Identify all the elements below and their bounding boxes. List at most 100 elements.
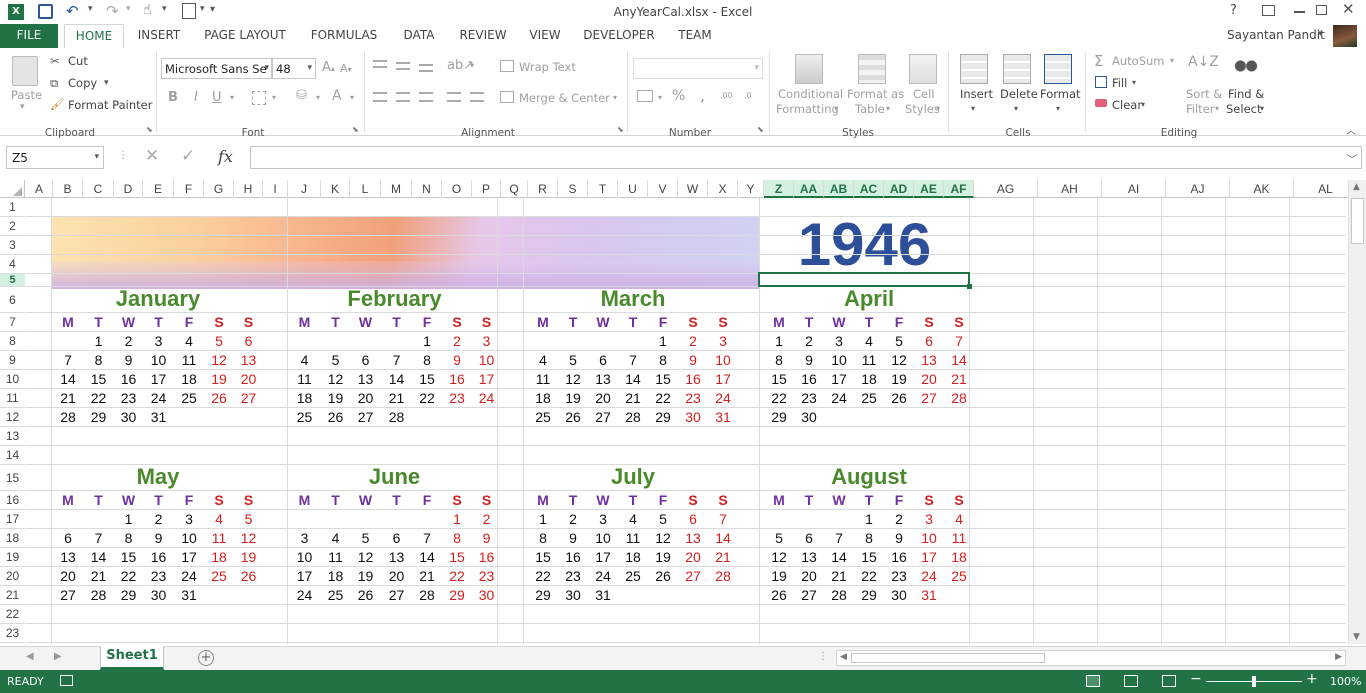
zoom-in-icon[interactable]: + [1306,671,1318,687]
day-cell[interactable]: 31 [181,587,197,603]
day-cell[interactable]: 1 [775,333,783,349]
conditional-formatting-label2[interactable]: Formatting [776,102,839,116]
row-header-7[interactable]: 7 [0,313,25,332]
ribbon-display-options-icon[interactable] [1262,5,1275,16]
day-cell[interactable]: 11 [297,371,312,387]
day-cell[interactable]: 15 [655,371,671,387]
number-launcher-icon[interactable]: ⬊ [757,125,764,134]
column-header-aj[interactable]: AJ [1166,180,1230,198]
comma-style-icon[interactable]: , [700,86,706,105]
orientation-icon[interactable]: ab↗ [447,58,475,73]
minimize-button[interactable] [1294,11,1305,13]
day-cell[interactable]: 31 [595,587,611,603]
row-header-10[interactable]: 10 [0,370,25,389]
copy-button[interactable]: Copy [68,76,98,90]
day-cell[interactable]: 13 [595,371,611,387]
day-cell[interactable]: 5 [215,333,223,349]
merge-dropdown-icon[interactable]: ▾ [613,93,618,102]
select-all-button[interactable] [0,180,25,198]
align-right-icon[interactable] [419,92,433,102]
tab-file[interactable]: FILE [0,24,58,48]
column-header-p[interactable]: P [472,180,501,198]
day-cell[interactable]: 12 [327,371,344,387]
day-cell[interactable]: 10 [831,352,847,368]
column-header-ai[interactable]: AI [1102,180,1166,198]
underline-button[interactable]: U [212,90,222,105]
day-cell[interactable]: 4 [331,530,340,546]
day-cell[interactable]: 16 [150,549,167,565]
column-header-g[interactable]: G [204,180,234,198]
day-cell[interactable]: 7 [955,333,963,349]
day-cell[interactable]: 19 [211,371,227,387]
day-cell[interactable]: 20 [685,549,701,565]
day-cell[interactable]: 6 [689,511,697,527]
day-cell[interactable]: 25 [625,568,641,584]
day-cell[interactable]: 13 [685,530,701,546]
column-header-s[interactable]: S [558,180,588,198]
day-cell[interactable]: 9 [453,352,461,368]
day-cell[interactable]: 11 [328,549,343,565]
day-cell[interactable]: 28 [60,409,76,425]
day-cell[interactable]: 20 [357,390,374,406]
insert-function-button[interactable]: fx [218,147,233,166]
borders-dropdown-icon[interactable]: ▾ [272,93,277,102]
day-cell[interactable]: 21 [388,390,405,406]
day-cell[interactable]: 5 [659,511,667,527]
day-cell[interactable]: 1 [659,333,667,349]
day-cell[interactable]: 30 [801,409,817,425]
day-cell[interactable]: 23 [685,390,701,406]
scroll-up-icon[interactable]: ▲ [1353,182,1360,192]
day-cell[interactable]: 3 [599,511,607,527]
font-name-dropdown-icon[interactable]: ▾ [264,63,269,73]
row-header-17[interactable]: 17 [0,510,25,529]
day-cell[interactable]: 22 [861,568,877,584]
day-cell[interactable]: 10 [181,530,197,546]
day-cell[interactable]: 26 [327,409,344,425]
cut-button[interactable]: Cut [68,54,88,68]
day-cell[interactable]: 9 [805,352,813,368]
day-cell[interactable]: 2 [154,511,163,527]
day-cell[interactable]: 16 [478,549,495,565]
redo-icon[interactable]: ↷ [106,2,119,20]
day-cell[interactable]: 27 [388,587,405,603]
day-cell[interactable]: 7 [629,352,637,368]
day-cell[interactable]: 27 [595,409,611,425]
day-cell[interactable]: 17 [296,568,313,584]
day-cell[interactable]: 22 [655,390,671,406]
day-cell[interactable]: 10 [296,549,313,565]
day-cell[interactable]: 29 [449,587,465,603]
underline-dropdown-icon[interactable]: ▾ [230,93,235,102]
day-cell[interactable]: 17 [595,549,611,565]
formula-input[interactable]: ﹀ [250,146,1362,169]
bold-button[interactable]: B [168,90,178,105]
day-cell[interactable]: 19 [655,549,671,565]
day-cell[interactable]: 3 [719,333,727,349]
column-header-af[interactable]: AF [944,180,974,198]
row-header-21[interactable]: 21 [0,586,25,605]
day-cell[interactable]: 8 [94,352,103,368]
day-cell[interactable]: 8 [775,352,783,368]
find-select-button[interactable]: Find & [1228,87,1265,101]
day-cell[interactable]: 17 [181,549,197,565]
day-cell[interactable]: 2 [895,511,903,527]
fill-button[interactable]: Fill [1112,76,1128,90]
day-cell[interactable]: 9 [482,530,491,546]
sheet-tab-sheet1[interactable]: Sheet1 [100,646,164,670]
decrease-decimal-icon[interactable]: .0 [744,91,752,100]
percent-style-button[interactable]: % [672,88,686,104]
day-cell[interactable]: 28 [715,568,731,584]
vertical-scroll-thumb[interactable] [1351,198,1364,244]
day-cell[interactable]: 1 [865,511,873,527]
tab-developer[interactable]: DEVELOPER [583,28,655,42]
day-cell[interactable]: 6 [925,333,933,349]
day-cell[interactable]: 22 [419,390,435,406]
day-cell[interactable]: 13 [921,352,937,368]
paste-dropdown-icon[interactable]: ▾ [20,102,25,112]
day-cell[interactable]: 23 [565,568,581,584]
name-box[interactable]: Z5 ▾ [6,146,104,169]
avatar[interactable] [1333,25,1357,47]
day-cell[interactable]: 19 [771,568,787,584]
day-cell[interactable]: 3 [185,511,193,527]
day-cell[interactable]: 14 [90,549,107,565]
user-dropdown-icon[interactable]: ▾ [1318,29,1323,39]
